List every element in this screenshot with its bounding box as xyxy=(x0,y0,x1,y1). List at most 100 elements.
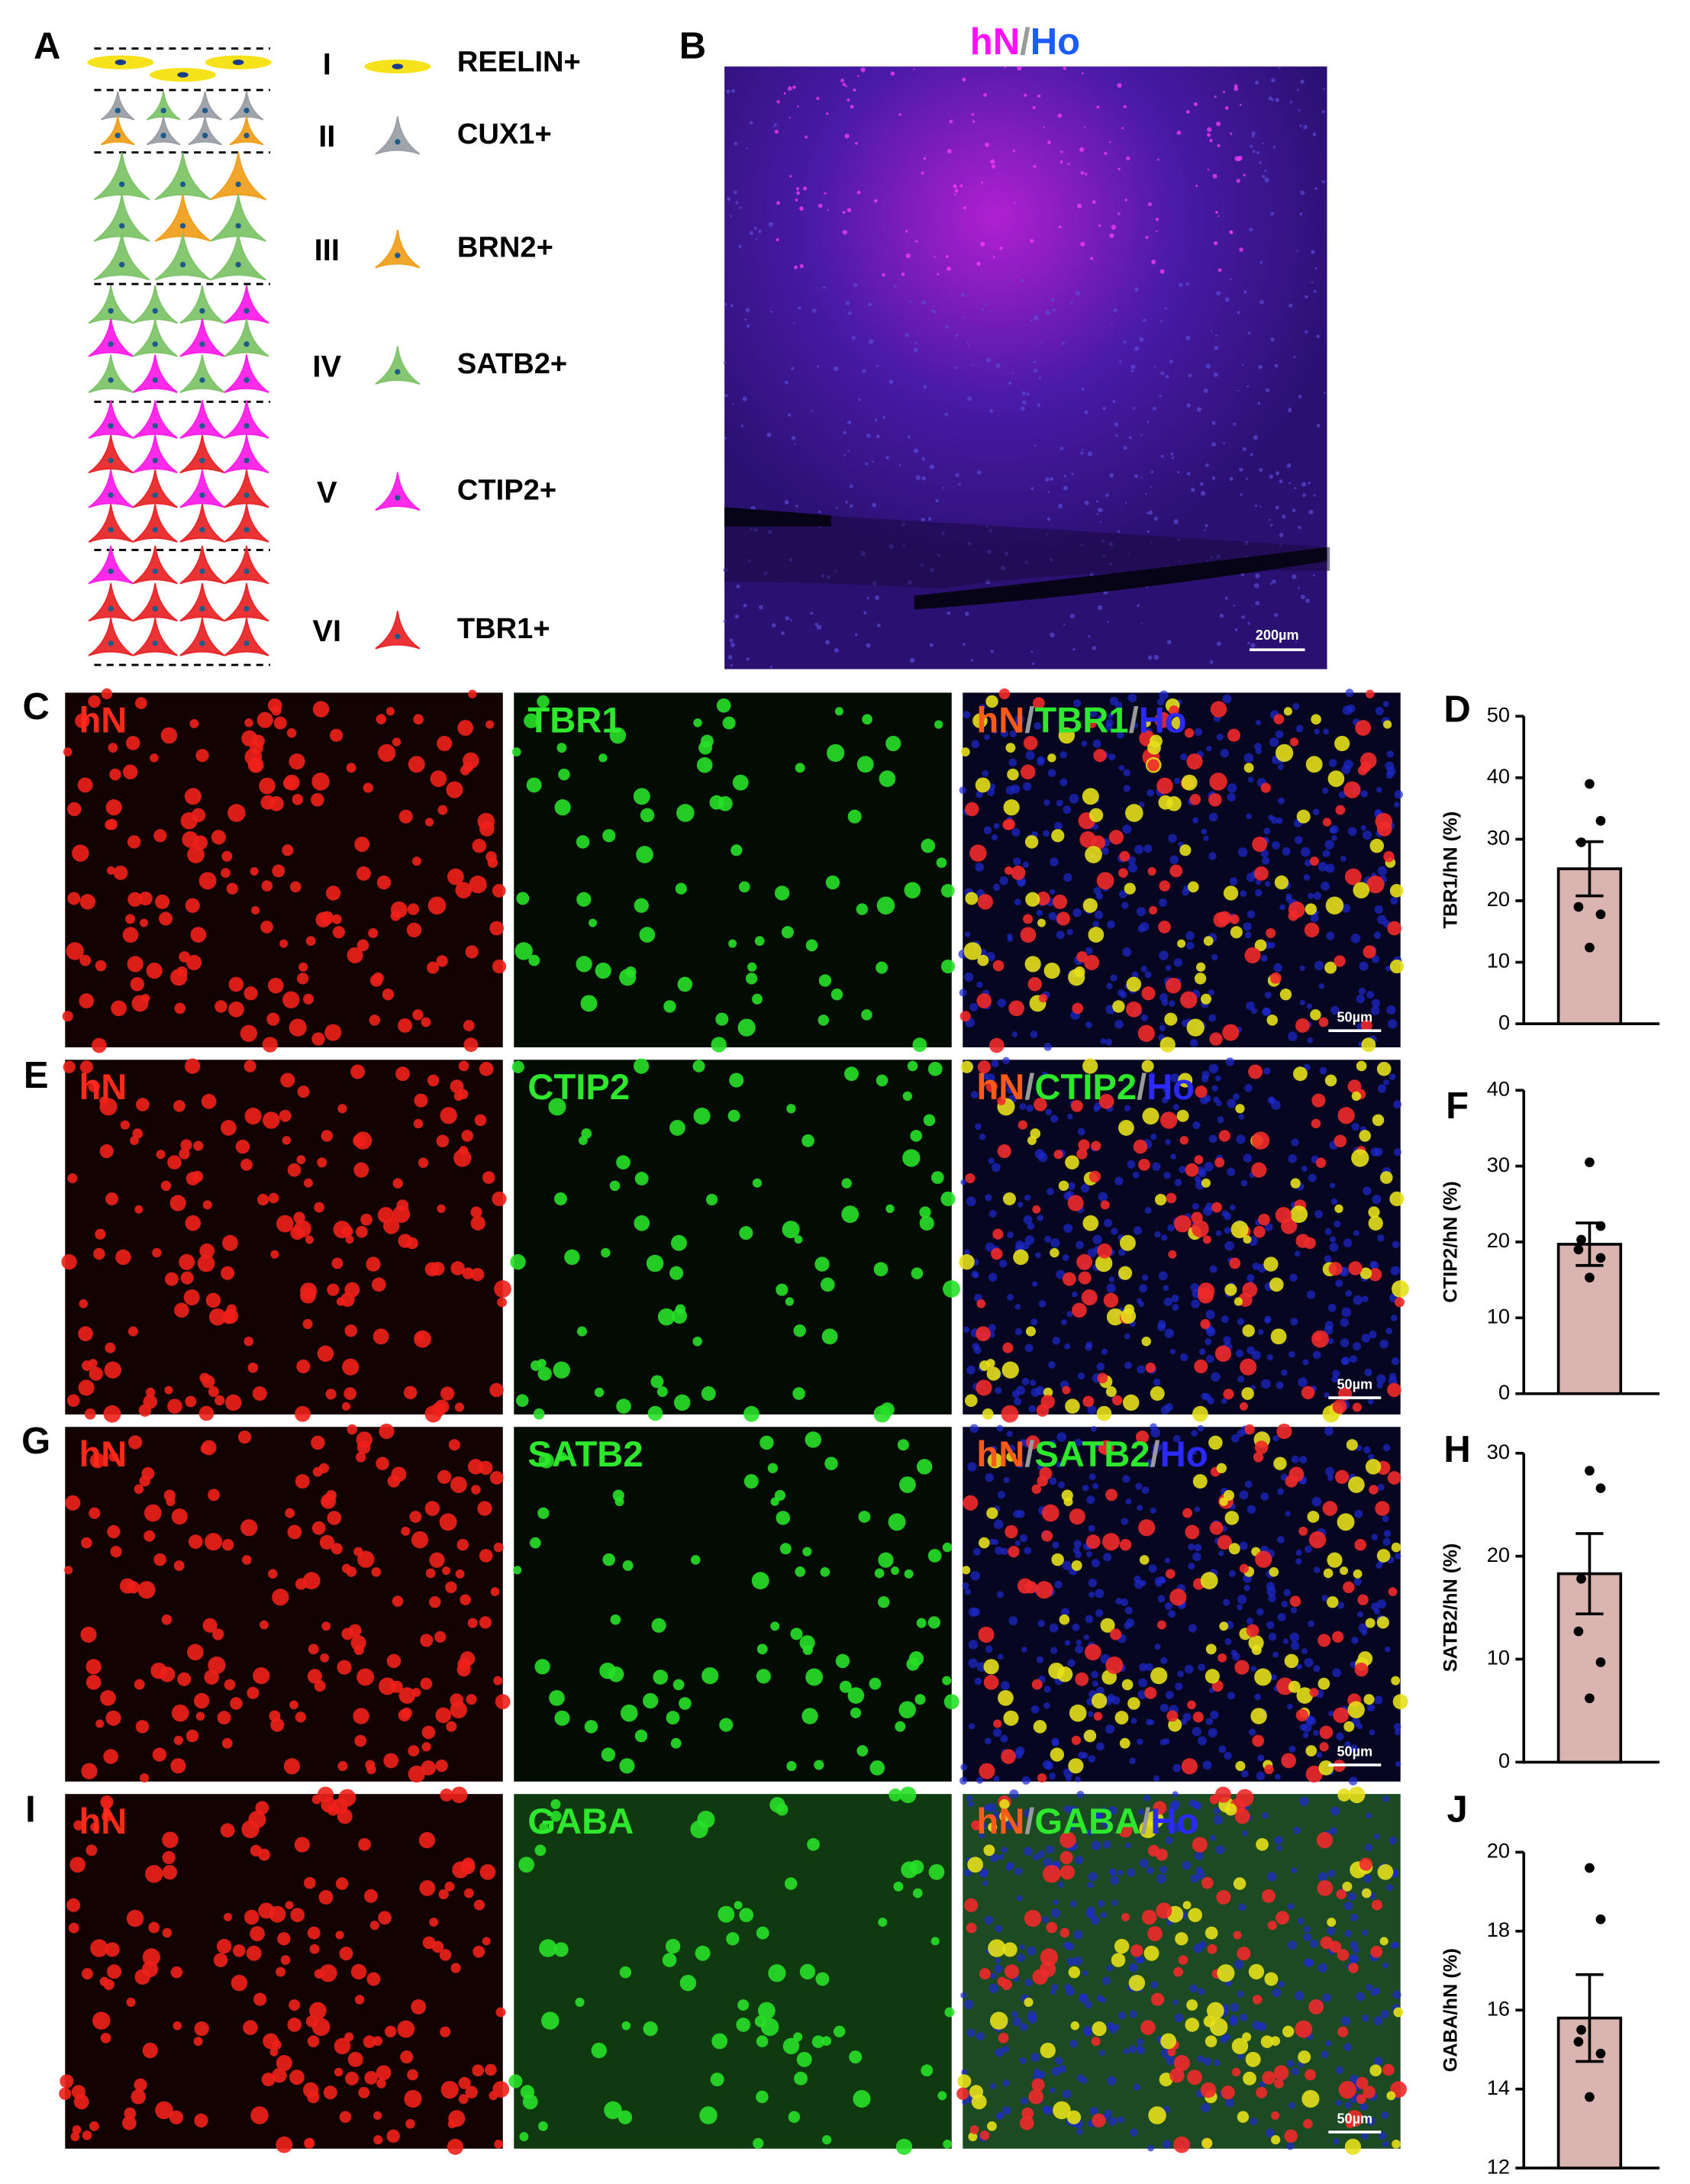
cell xyxy=(1308,1531,1327,1549)
nucleus-speck xyxy=(1250,1666,1257,1672)
nucleus-speck xyxy=(1170,1073,1180,1082)
neuron-nucleus xyxy=(199,605,205,612)
cell xyxy=(1311,1093,1326,1108)
cell xyxy=(897,1439,909,1451)
cell xyxy=(1372,1114,1385,1127)
cell-speck xyxy=(724,437,727,440)
cell xyxy=(1196,962,1206,972)
nucleus-speck xyxy=(1081,740,1088,747)
nucleus-speck xyxy=(1215,1845,1225,1855)
cell xyxy=(253,1667,270,1685)
nucleus-speck xyxy=(1069,2039,1078,2048)
nucleus-speck xyxy=(1080,1184,1090,1193)
nucleus-speck xyxy=(985,1194,992,1202)
cell xyxy=(1076,1148,1088,1160)
cell-speck xyxy=(746,324,750,328)
cell xyxy=(776,1511,791,1525)
cell xyxy=(69,1857,86,1873)
cell-speck xyxy=(1288,482,1292,485)
cell xyxy=(356,866,371,881)
cell xyxy=(1354,1538,1366,1551)
nucleus-speck xyxy=(1098,2050,1105,2057)
nucleus-speck xyxy=(1356,994,1365,1004)
cell-speck xyxy=(840,79,844,82)
cell-speck xyxy=(834,648,839,653)
cell-speck xyxy=(876,364,879,367)
cell xyxy=(1252,1995,1263,2005)
nucleus-speck xyxy=(1308,1173,1317,1182)
cell-speck xyxy=(1153,654,1159,660)
cell xyxy=(1275,744,1294,763)
nucleus-speck xyxy=(1238,1903,1247,1911)
nucleus-speck xyxy=(1074,1856,1083,1865)
nucleus-speck xyxy=(962,2099,968,2105)
cell-speck xyxy=(811,410,813,413)
cell xyxy=(1179,991,1198,1008)
cell-speck xyxy=(1030,319,1033,322)
cell xyxy=(472,2064,485,2077)
cell xyxy=(105,1192,118,1205)
nucleus-speck xyxy=(1224,1240,1234,1251)
scale-bar-label: 50µm xyxy=(1337,1744,1372,1759)
cell-speck xyxy=(1247,331,1251,335)
cell xyxy=(463,1020,475,1031)
nucleus-speck xyxy=(1086,1829,1093,1836)
nucleus-speck xyxy=(1043,1857,1053,1868)
cell xyxy=(1072,1002,1084,1015)
cell xyxy=(969,2125,979,2134)
cell xyxy=(692,1336,702,1347)
nucleus-speck xyxy=(1257,1754,1265,1762)
nucleus-speck xyxy=(1123,769,1130,777)
cell xyxy=(1295,1708,1309,1721)
cell xyxy=(677,976,693,992)
cell xyxy=(991,1247,1003,1260)
nucleus-speck xyxy=(992,1163,1001,1173)
neuron-nucleus xyxy=(152,308,158,314)
nucleus-speck xyxy=(1185,941,1195,950)
nucleus-speck xyxy=(976,1776,984,1784)
cell xyxy=(1087,718,1097,728)
cell xyxy=(1058,1180,1069,1192)
cell-speck xyxy=(810,611,814,615)
nucleus-speck xyxy=(991,1060,999,1068)
cell xyxy=(1133,1139,1148,1154)
cell-speck xyxy=(1268,96,1272,101)
cell xyxy=(164,1272,179,1286)
cell-speck xyxy=(853,88,856,92)
cell-speck xyxy=(1013,202,1015,205)
nucleus-speck xyxy=(1192,1202,1199,1210)
cell-speck xyxy=(746,147,748,150)
nucleus-speck xyxy=(1159,1739,1167,1746)
cell-speck xyxy=(1155,218,1159,221)
cell-speck xyxy=(1233,604,1236,607)
cell xyxy=(802,1644,813,1656)
cell xyxy=(332,926,345,939)
cell xyxy=(541,2011,560,2030)
nucleus-speck xyxy=(1133,1226,1142,1235)
cell xyxy=(494,2139,503,2149)
cell xyxy=(1269,1567,1279,1577)
nucleus-speck xyxy=(1243,1584,1250,1592)
cell xyxy=(193,1140,204,1151)
cell-speck xyxy=(1295,640,1298,644)
cell xyxy=(256,1193,269,1206)
cell-speck xyxy=(913,347,918,353)
nucleus-speck xyxy=(1104,2109,1112,2118)
nucleus-speck xyxy=(1028,1405,1037,1413)
cell xyxy=(412,1009,424,1021)
cell xyxy=(1089,1170,1101,1182)
cell xyxy=(269,2047,279,2057)
cell xyxy=(1395,1297,1405,1308)
cell xyxy=(794,2071,808,2086)
cell xyxy=(1076,951,1088,963)
cell-speck xyxy=(1177,471,1180,474)
nucleus-speck xyxy=(1358,987,1366,995)
cell xyxy=(244,1108,262,1125)
nucleus-speck xyxy=(1013,857,1021,866)
cell xyxy=(379,1423,395,1440)
cell xyxy=(414,1093,428,1108)
cell xyxy=(889,1788,902,1802)
cell xyxy=(72,844,89,862)
nucleus-speck xyxy=(1211,1372,1221,1382)
neuron-icon xyxy=(88,400,134,439)
